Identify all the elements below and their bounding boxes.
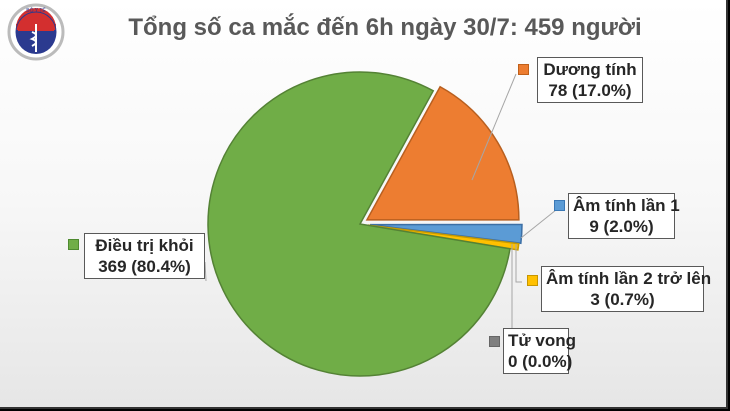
- leader-line: [204, 261, 207, 282]
- svg-text:BỘ Y TẾ: BỘ Y TẾ: [26, 7, 46, 14]
- leader-line: [520, 209, 557, 239]
- label-value: 0 (0.0%): [508, 352, 573, 371]
- label-name: Dương tính: [543, 60, 637, 79]
- legend-marker-positive: [518, 64, 529, 75]
- legend-marker-negative-1: [554, 200, 565, 211]
- chart-title: Tổng số ca mắc đến 6h ngày 30/7: 459 ngư…: [128, 14, 642, 41]
- label-value: 9 (2.0%): [589, 217, 654, 236]
- leader-line: [471, 73, 517, 181]
- label-value: 78 (17.0%): [548, 81, 632, 100]
- label-name: Âm tính lần 1: [573, 196, 680, 215]
- label-name: Âm tính lần 2 trở lên: [546, 269, 712, 288]
- legend-marker-negative-2: [527, 275, 538, 286]
- data-label-recovered: Điều trị khỏi 369 (80.4%): [84, 233, 205, 279]
- legend-marker-deceased: [489, 336, 500, 347]
- label-name: Điều trị khỏi: [95, 236, 194, 255]
- leader-line: [515, 244, 522, 283]
- data-label-negative-2: Âm tính lần 2 trở lên 3 (0.7%): [541, 266, 712, 312]
- ministry-of-health-logo: BỘ Y TẾ: [7, 3, 65, 61]
- pie-slice-4: [207, 71, 511, 377]
- label-value: 369 (80.4%): [98, 257, 191, 276]
- pie-slice-0: [365, 85, 520, 221]
- data-label-deceased: Tử vong 0 (0.0%): [503, 328, 577, 374]
- data-label-negative-1: Âm tính lần 1 9 (2.0%): [568, 193, 680, 239]
- label-value: 3 (0.7%): [590, 290, 655, 309]
- pie-slice-1: [369, 223, 523, 245]
- legend-marker-recovered: [68, 239, 79, 250]
- label-name: Tử vong: [508, 331, 577, 350]
- data-label-positive: Dương tính 78 (17.0%): [537, 57, 643, 103]
